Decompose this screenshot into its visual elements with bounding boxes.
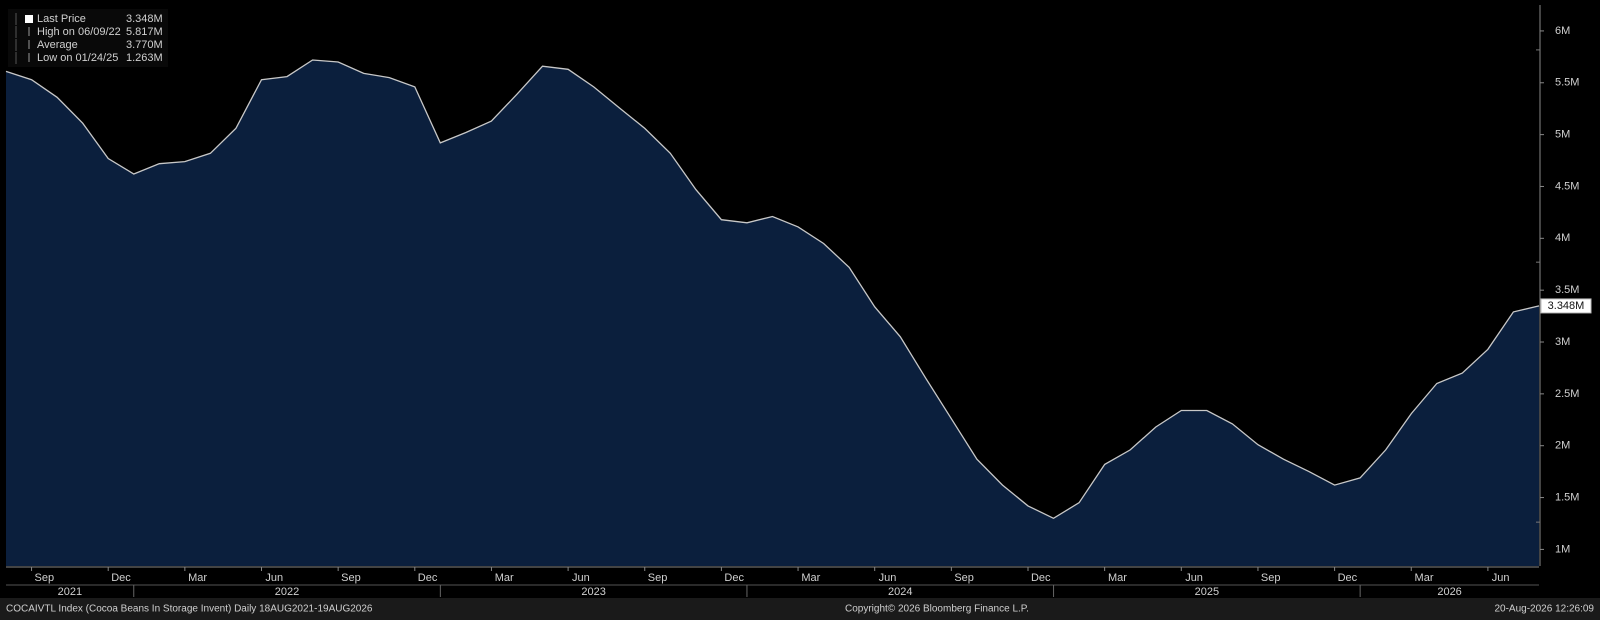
y-tick-label: 5.5M [1555,77,1579,89]
year-label: 2023 [581,586,605,598]
year-label: 2024 [888,586,912,598]
legend-value: 1.263M [126,52,163,64]
x-tick-label: Jun [1185,572,1203,584]
x-tick-label: Mar [801,572,820,584]
y-tick-label: 5M [1555,129,1570,141]
x-tick-label: Mar [495,572,514,584]
legend-label: Average [37,39,78,51]
y-tick-label: 3.5M [1555,284,1579,296]
footer-center: Copyright© 2026 Bloomberg Finance L.P. [845,604,1029,615]
legend-value: 3.770M [126,39,163,51]
legend: Last Price 3.348M High on 06/09/22 5.817M Av… [8,9,168,67]
x-tick-label: Sep [341,572,361,584]
footer-bar [0,598,1600,620]
x-tick-label: Dec [724,572,744,584]
year-label: 2026 [1437,586,1461,598]
legend-label: Last Price [37,13,86,25]
x-tick-label: Dec [1031,572,1051,584]
x-tick-label: Jun [1492,572,1510,584]
legend-label: Low on 01/24/25 [37,52,118,64]
x-tick-label: Sep [1261,572,1281,584]
price-line [5,59,1540,520]
legend-label: High on 06/09/22 [37,26,121,38]
x-tick-label: Dec [1338,572,1358,584]
legend-background [8,9,168,67]
x-tick-label: Jun [265,572,283,584]
last-price-tag-label: 3.348M [1548,300,1585,312]
last-price-tag [1540,298,1592,314]
footer-left: COCAIVTL Index (Cocoa Beans In Storage I… [6,604,373,615]
year-label: 2021 [58,586,82,598]
y-tick-label: 4.5M [1555,180,1579,192]
y-tick-label: 3M [1555,336,1570,348]
y-tick-label: 1M [1555,543,1570,555]
x-tick-label: Mar [1415,572,1434,584]
year-label: 2022 [275,586,299,598]
y-tick-label: 4M [1555,232,1570,244]
x-tick-label: Dec [418,572,438,584]
legend-value: 3.348M [126,13,163,25]
x-tick-label: Sep [648,572,668,584]
y-tick-label: 6M [1555,25,1570,37]
footer-right: 20-Aug-2026 12:26:09 [1494,604,1594,615]
legend-swatch [25,15,33,23]
legend-value: 5.817M [126,26,163,38]
x-tick-label: Sep [35,572,55,584]
y-tick-label: 2M [1555,440,1570,452]
y-tick-label: 1.5M [1555,491,1579,503]
x-tick-label: Sep [954,572,974,584]
year-label: 2025 [1195,586,1219,598]
y-tick-label: 2.5M [1555,388,1579,400]
x-tick-label: Dec [111,572,131,584]
x-tick-label: Jun [572,572,590,584]
area-fill [6,60,1539,566]
x-tick-label: Mar [1108,572,1127,584]
x-tick-label: Mar [188,572,207,584]
x-tick-label: Jun [879,572,897,584]
